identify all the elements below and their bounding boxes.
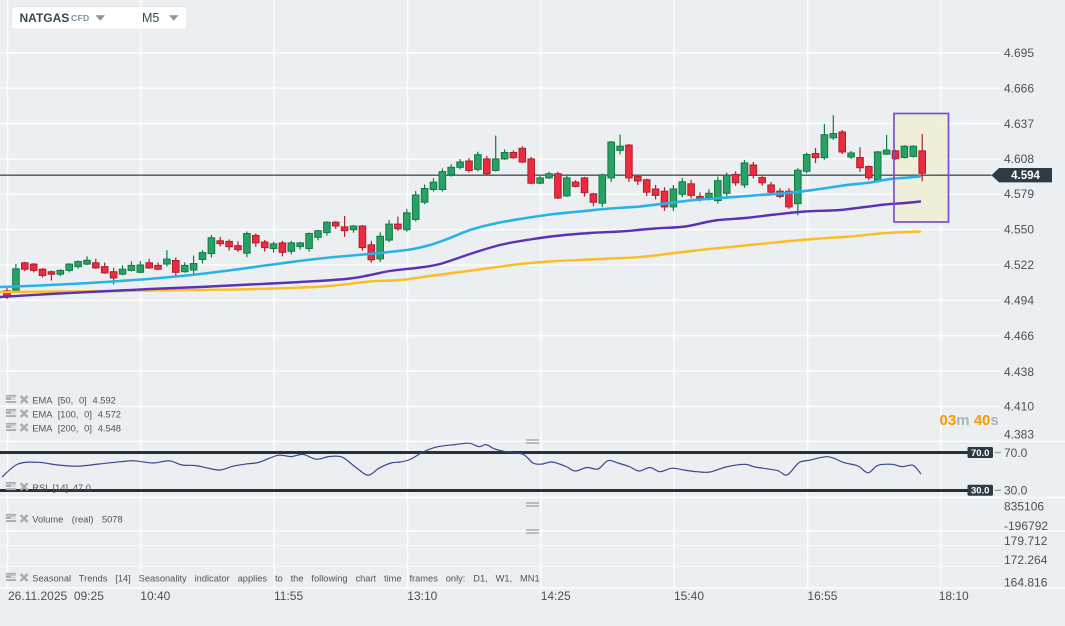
- svg-text:4.438: 4.438: [1004, 365, 1034, 379]
- svg-text:4.522: 4.522: [1004, 258, 1034, 272]
- svg-text:EMA [50, 0] 4.592: EMA [50, 0] 4.592: [32, 396, 116, 406]
- svg-text:NATGAS: NATGAS: [20, 11, 70, 25]
- svg-text:835106: 835106: [1004, 500, 1044, 514]
- svg-text:4.494: 4.494: [1004, 294, 1034, 308]
- svg-text:11:55: 11:55: [274, 589, 303, 603]
- svg-text:70.0: 70.0: [1004, 446, 1028, 460]
- svg-text:4.666: 4.666: [1004, 81, 1034, 95]
- svg-text:Volume (real) 5078: Volume (real) 5078: [32, 515, 122, 525]
- svg-text:RSI [14] 47.0: RSI [14] 47.0: [32, 483, 91, 493]
- svg-text:15:40: 15:40: [674, 589, 704, 603]
- svg-text:30.0: 30.0: [1004, 484, 1028, 498]
- svg-text:4.466: 4.466: [1004, 329, 1034, 343]
- svg-text:4.410: 4.410: [1004, 400, 1034, 414]
- svg-text:4.608: 4.608: [1004, 152, 1034, 166]
- svg-text:Seasonal Trends [14] Seasonali: Seasonal Trends [14] Seasonality indicat…: [32, 574, 539, 584]
- svg-text:179.712: 179.712: [1004, 534, 1048, 548]
- svg-text:-196792: -196792: [1004, 519, 1048, 533]
- svg-text:EMA [100, 0] 4.572: EMA [100, 0] 4.572: [32, 410, 121, 420]
- svg-text:4.550: 4.550: [1004, 222, 1034, 236]
- svg-text:CFD: CFD: [71, 13, 90, 23]
- svg-text:03m 40s: 03m 40s: [940, 412, 999, 429]
- svg-text:4.695: 4.695: [1004, 46, 1034, 60]
- svg-text:4.594: 4.594: [1011, 170, 1040, 182]
- svg-text:4.579: 4.579: [1004, 187, 1034, 201]
- svg-text:26.11.2025 09:25: 26.11.2025 09:25: [8, 589, 104, 603]
- svg-text:13:10: 13:10: [407, 589, 437, 603]
- svg-text:172.264: 172.264: [1004, 553, 1048, 567]
- svg-text:14:25: 14:25: [541, 589, 571, 603]
- svg-text:18:10: 18:10: [939, 589, 969, 603]
- svg-text:70.0: 70.0: [971, 448, 990, 459]
- svg-text:16:55: 16:55: [807, 589, 837, 603]
- svg-text:164.816: 164.816: [1004, 575, 1048, 589]
- svg-text:30.0: 30.0: [971, 486, 990, 497]
- svg-text:4.637: 4.637: [1004, 117, 1034, 131]
- svg-text:EMA [200, 0] 4.548: EMA [200, 0] 4.548: [32, 424, 121, 434]
- svg-text:4.383: 4.383: [1004, 428, 1034, 442]
- svg-text:10:40: 10:40: [140, 589, 170, 603]
- svg-text:M5: M5: [142, 11, 159, 25]
